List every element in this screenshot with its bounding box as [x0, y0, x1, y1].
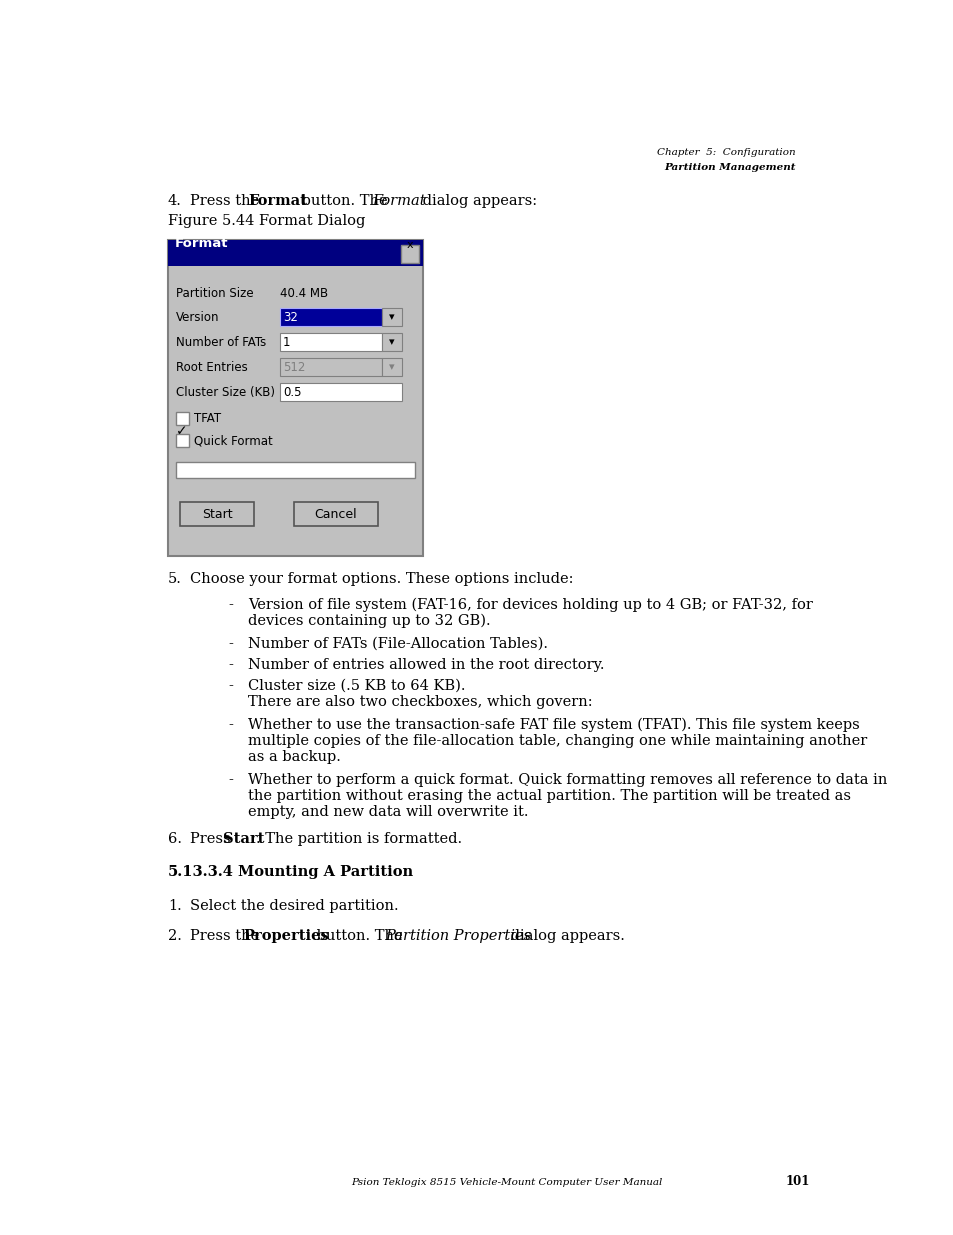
Text: Quick Format: Quick Format	[193, 433, 273, 447]
Text: Start: Start	[223, 832, 264, 846]
Text: devices containing up to 32 GB).: devices containing up to 32 GB).	[248, 614, 490, 629]
Text: 1.: 1.	[168, 899, 182, 913]
Text: 40.4 MB: 40.4 MB	[280, 287, 328, 300]
Text: Partition Properties: Partition Properties	[385, 929, 531, 944]
Text: -: -	[228, 718, 233, 732]
Text: There are also two checkboxes, which govern:: There are also two checkboxes, which gov…	[248, 695, 592, 709]
Text: Whether to perform a quick format. Quick formatting removes all reference to dat: Whether to perform a quick format. Quick…	[248, 773, 886, 787]
Text: -: -	[228, 679, 233, 693]
Text: -: -	[228, 637, 233, 651]
Text: Format: Format	[248, 194, 307, 207]
Text: 0.5: 0.5	[283, 387, 301, 399]
Text: Select the desired partition.: Select the desired partition.	[190, 899, 398, 913]
Text: button. The: button. The	[296, 194, 392, 207]
Bar	[168, 240, 422, 266]
Text: TFAT: TFAT	[193, 412, 221, 425]
Text: 5.13.3.4: 5.13.3.4	[168, 864, 233, 879]
Text: Press the: Press the	[190, 929, 264, 944]
Text: Partition Management: Partition Management	[664, 163, 795, 172]
Text: Root Entries: Root Entries	[175, 361, 248, 374]
Text: dialog appears:: dialog appears:	[417, 194, 537, 207]
Text: ▾: ▾	[389, 362, 395, 372]
Text: Cancel: Cancel	[314, 508, 357, 520]
Bar	[294, 501, 377, 526]
Bar	[280, 383, 401, 401]
Text: Choose your format options. These options include:: Choose your format options. These option…	[190, 572, 573, 585]
Text: as a backup.: as a backup.	[248, 750, 340, 764]
Text: 4.: 4.	[168, 194, 182, 207]
Text: 32: 32	[283, 311, 297, 324]
Text: ▾: ▾	[389, 337, 395, 347]
Bar	[280, 333, 381, 351]
Text: multiple copies of the file-allocation table, changing one while maintaining ano: multiple copies of the file-allocation t…	[248, 734, 866, 748]
Text: -: -	[228, 598, 233, 613]
Text: -: -	[228, 658, 233, 672]
Text: Psion Teklogix 8515 Vehicle-Mount Computer User Manual: Psion Teklogix 8515 Vehicle-Mount Comput…	[351, 1178, 662, 1187]
Bar	[400, 245, 418, 263]
Text: Version of file system (FAT-16, for devices holding up to 4 GB; or FAT-32, for: Version of file system (FAT-16, for devi…	[248, 598, 812, 613]
Text: . The partition is formatted.: . The partition is formatted.	[255, 832, 461, 846]
Text: Press the: Press the	[190, 194, 264, 207]
Text: Press: Press	[190, 832, 235, 846]
Bar	[381, 308, 401, 326]
Bar	[175, 462, 415, 478]
Text: 2.: 2.	[168, 929, 182, 944]
Text: button. The: button. The	[312, 929, 407, 944]
Text: 512: 512	[283, 361, 305, 374]
Text: 5.: 5.	[168, 572, 182, 585]
Text: 101: 101	[785, 1174, 809, 1188]
Bar	[381, 358, 401, 375]
Text: 6.: 6.	[168, 832, 182, 846]
Text: Format: Format	[174, 237, 229, 249]
Text: -: -	[228, 773, 233, 787]
Text: 1: 1	[283, 336, 291, 350]
Text: Format: Format	[372, 194, 425, 207]
Text: Mounting A Partition: Mounting A Partition	[237, 864, 413, 879]
Bar	[175, 433, 189, 447]
Text: Partition Size: Partition Size	[175, 287, 253, 300]
Text: Cluster size (.5 KB to 64 KB).: Cluster size (.5 KB to 64 KB).	[248, 679, 465, 693]
Bar	[381, 333, 401, 351]
Text: Number of FATs: Number of FATs	[175, 336, 266, 350]
Text: Cluster Size (KB): Cluster Size (KB)	[175, 387, 274, 399]
Text: Number of FATs (File-Allocation Tables).: Number of FATs (File-Allocation Tables).	[248, 637, 547, 651]
Bar	[280, 358, 381, 375]
Text: Figure 5.44 Format Dialog: Figure 5.44 Format Dialog	[168, 214, 365, 228]
Text: Whether to use the transaction-safe FAT file system (TFAT). This file system kee: Whether to use the transaction-safe FAT …	[248, 718, 859, 732]
Text: empty, and new data will overwrite it.: empty, and new data will overwrite it.	[248, 805, 528, 819]
Text: ✓: ✓	[176, 424, 188, 438]
Text: Properties: Properties	[243, 929, 329, 944]
Text: Chapter  5:  Configuration: Chapter 5: Configuration	[657, 148, 795, 157]
Bar	[175, 412, 189, 425]
Bar	[168, 240, 422, 556]
Text: the partition without erasing the actual partition. The partition will be treate: the partition without erasing the actual…	[248, 789, 850, 803]
Bar	[280, 308, 381, 326]
Bar	[180, 501, 253, 526]
Text: Number of entries allowed in the root directory.: Number of entries allowed in the root di…	[248, 658, 604, 672]
Text: x: x	[406, 240, 413, 249]
Text: Version: Version	[175, 311, 219, 324]
Text: Start: Start	[201, 508, 233, 520]
Text: dialog appears.: dialog appears.	[505, 929, 624, 944]
Text: ▾: ▾	[389, 312, 395, 322]
